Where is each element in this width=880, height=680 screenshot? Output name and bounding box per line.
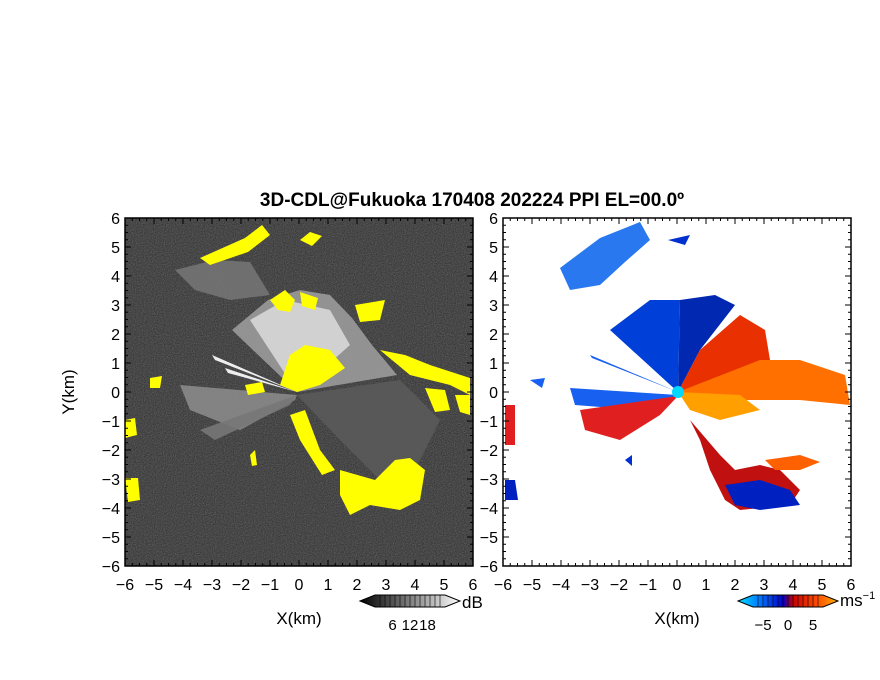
reflectivity-colorbar: 6 12 18 dB: [358, 593, 483, 634]
reflectivity-x-tick-label: 6: [469, 577, 478, 594]
reflectivity-x-tick-label: −4: [174, 577, 192, 594]
reflectivity-x-tick-label: 2: [353, 577, 362, 594]
reflectivity-y-tick-label: 1: [111, 356, 120, 373]
velocity-y-tick-label: 2: [489, 327, 498, 344]
velocity-panel: −6 −5 −4 −3 −2 −1 0 1 2 3 4 5 6 6543210−1−2−3−4−5−6 …: [480, 211, 875, 634]
reflectivity-x-tick-label: −1: [261, 577, 279, 594]
reflectivity-y-tick-labels: 6 5 4 3 2 1 0 −1 −2 −3 −4 −5 −6: [102, 211, 120, 576]
velocity-y-tick-label: −3: [480, 472, 498, 489]
reflectivity-x-tick-labels: −6 −5 −4 −3 −2 −1 0 1 2 3 4 5 6: [116, 577, 478, 594]
reflectivity-y-tick-label: 3: [111, 298, 120, 315]
reflectivity-colorbar-unit: dB: [462, 593, 483, 612]
velocity-colorbar-tick-label: 5: [809, 617, 817, 634]
reflectivity-x-axis-label: X(km): [276, 609, 321, 628]
reflectivity-x-tick-label: 1: [324, 577, 333, 594]
velocity-x-axis-label: X(km): [654, 609, 699, 628]
velocity-colorbar-tick-labels: −5 0 5: [754, 617, 817, 634]
velocity-y-tick-label: 5: [489, 240, 498, 257]
velocity-colorbar-unit: ms−1: [840, 590, 875, 610]
velocity-y-tick-label: 6: [489, 211, 498, 228]
reflectivity-y-axis-label: Y(km): [59, 369, 78, 414]
reflectivity-x-tick-label: 4: [411, 577, 420, 594]
reflectivity-highlight-region: [125, 225, 470, 515]
reflectivity-y-tick-label: −4: [102, 501, 120, 518]
velocity-x-tick-label: −5: [523, 577, 541, 594]
reflectivity-colorbar-tick-label: 18: [419, 617, 436, 634]
velocity-y-tick-labels: 6 5 4 3 2 1 0 −1 −2 −3 −4 −5 −6: [480, 211, 498, 576]
reflectivity-x-tick-label: 5: [440, 577, 449, 594]
reflectivity-y-tick-label: 0: [111, 385, 120, 402]
velocity-axis-ticks: [502, 217, 852, 567]
velocity-x-tick-label: −3: [581, 577, 599, 594]
reflectivity-y-tick-label: −1: [102, 414, 120, 431]
velocity-y-tick-label: −1: [480, 414, 498, 431]
reflectivity-x-tick-label: −6: [116, 577, 134, 594]
velocity-x-tick-label: 4: [789, 577, 798, 594]
velocity-y-tick-label: −2: [480, 443, 498, 460]
velocity-y-tick-label: −5: [480, 530, 498, 547]
velocity-x-tick-label: 5: [818, 577, 827, 594]
velocity-y-tick-label: 4: [489, 269, 498, 286]
velocity-y-tick-label: −4: [480, 501, 498, 518]
reflectivity-field: [125, 218, 473, 566]
chart-title: 3D-CDL@Fukuoka 170408 202224 PPI EL=00.0…: [260, 190, 684, 211]
reflectivity-colorbar-tick-label: 6: [388, 617, 396, 634]
velocity-colorbar-tick-label: 0: [784, 617, 792, 634]
velocity-x-tick-label: −2: [610, 577, 628, 594]
reflectivity-colorbar-tick-labels: 6 12 18: [388, 617, 436, 634]
velocity-x-tick-label: −1: [639, 577, 657, 594]
reflectivity-x-tick-label: −2: [232, 577, 250, 594]
velocity-x-tick-label: 3: [760, 577, 769, 594]
reflectivity-x-tick-label: −3: [203, 577, 221, 594]
reflectivity-colorbar-tick-label: 12: [402, 617, 419, 634]
velocity-y-tick-label: −6: [480, 559, 498, 576]
velocity-x-tick-label: 6: [847, 577, 856, 594]
velocity-x-tick-label: 2: [731, 577, 740, 594]
reflectivity-panel: −6 −5 −4 −3 −2 −1 0 1 2 3 4 5 6 6543210−1−2−3−4−5−6 …: [59, 211, 483, 634]
velocity-x-tick-label: 1: [702, 577, 711, 594]
reflectivity-axis-ticks: [124, 217, 474, 567]
velocity-colorbar-tick-marks: [757, 595, 819, 607]
velocity-colorbar-unit-exponent: −1: [863, 590, 876, 602]
reflectivity-y-tick-label: 2: [111, 327, 120, 344]
reflectivity-y-tick-label: −3: [102, 472, 120, 489]
velocity-colorbar: −5 0 5 ms−1: [736, 590, 875, 634]
velocity-x-tick-label: −4: [552, 577, 570, 594]
reflectivity-y-tick-label: −6: [102, 559, 120, 576]
velocity-echo-region: [505, 222, 850, 510]
velocity-y-tick-label: 3: [489, 298, 498, 315]
reflectivity-echo-region: [175, 260, 440, 480]
velocity-x-tick-labels: −6 −5 −4 −3 −2 −1 0 1 2 3 4 5 6: [494, 577, 856, 594]
reflectivity-y-tick-label: 6: [111, 211, 120, 228]
reflectivity-x-tick-label: −5: [145, 577, 163, 594]
velocity-y-tick-label: 0: [489, 385, 498, 402]
reflectivity-colorbar-tick-marks: [379, 595, 441, 607]
velocity-x-tick-label: −6: [494, 577, 512, 594]
reflectivity-y-tick-label: 5: [111, 240, 120, 257]
velocity-field: [503, 218, 851, 566]
reflectivity-y-tick-label: −2: [102, 443, 120, 460]
reflectivity-x-tick-label: 3: [382, 577, 391, 594]
velocity-y-tick-label: 1: [489, 356, 498, 373]
reflectivity-y-tick-label: 4: [111, 269, 120, 286]
reflectivity-y-tick-label: −5: [102, 530, 120, 547]
reflectivity-x-tick-label: 0: [295, 577, 304, 594]
velocity-colorbar-tick-label: −5: [754, 617, 771, 634]
velocity-x-tick-label: 0: [673, 577, 682, 594]
